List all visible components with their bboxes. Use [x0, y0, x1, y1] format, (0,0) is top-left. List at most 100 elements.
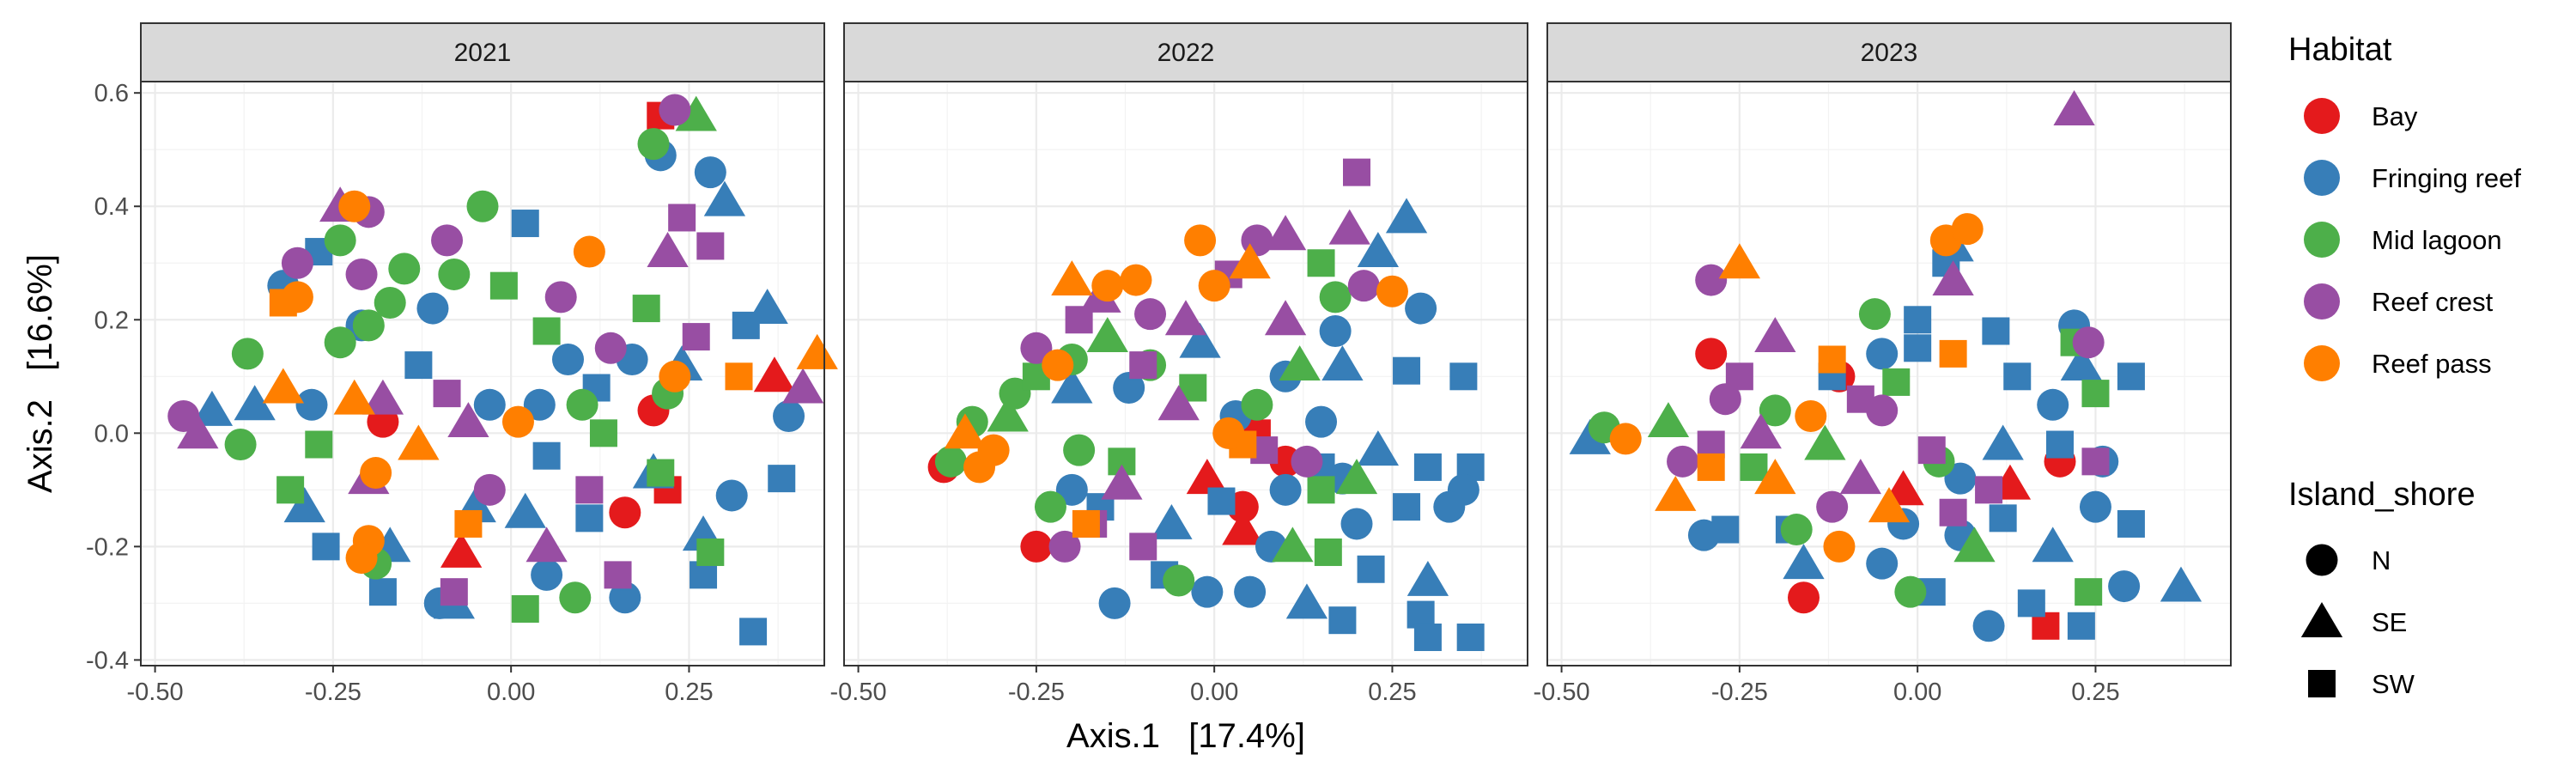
data-point [1780, 514, 1813, 546]
data-point [1385, 198, 1428, 234]
data-point [2160, 566, 2202, 602]
data-point [177, 413, 219, 449]
data-point [1285, 583, 1328, 619]
data-point [1335, 459, 1378, 495]
data-point [2117, 509, 2145, 538]
data-point [746, 289, 788, 325]
x-tick-label: -0.25 [1711, 679, 1768, 706]
legend-key [2304, 160, 2340, 196]
data-point [532, 441, 561, 470]
legend-habitat: Habitat Bay Fringing reef Mid lagoon Reef c… [2288, 32, 2521, 381]
data-point [1207, 487, 1236, 515]
data-point [987, 396, 1029, 432]
data-point [1321, 345, 1364, 381]
data-point [659, 94, 691, 126]
data-point [404, 351, 433, 380]
data-point [1319, 314, 1352, 347]
legend-label: SW [2372, 669, 2415, 699]
data-point [1151, 503, 1193, 539]
x-tick-label: 0.25 [2071, 679, 2119, 706]
data-point [2108, 570, 2141, 603]
data-point [262, 368, 304, 404]
legend-label: Mid lagoon [2372, 225, 2502, 255]
data-point [473, 473, 506, 506]
data-point [2046, 430, 2074, 459]
data-point [2003, 362, 2032, 391]
data-point [703, 180, 746, 216]
strip-2022 [843, 22, 1528, 82]
strip-2021 [140, 22, 825, 82]
legend-label: Reef crest [2372, 287, 2494, 317]
data-point [675, 95, 717, 131]
legend-label: SE [2372, 607, 2407, 637]
data-point [1091, 270, 1124, 302]
data-point [1866, 338, 1899, 370]
data-point [431, 224, 464, 257]
data-point [224, 429, 257, 461]
data-point [1882, 368, 1911, 396]
data-point [725, 362, 753, 391]
data-point [1718, 243, 1761, 279]
data-point [1866, 547, 1899, 580]
data-point [511, 210, 539, 238]
data-point [1222, 509, 1264, 545]
x-tick-label: -0.50 [127, 679, 184, 706]
data-point [531, 558, 563, 591]
y-axis: -0.4 -0.2 0.0 0.2 0.4 0.6 [86, 80, 141, 674]
data-point [1291, 445, 1323, 478]
data-point [696, 538, 725, 566]
data-point [1939, 339, 1967, 368]
legend-key [2304, 283, 2340, 320]
data-point [1229, 243, 1271, 279]
data-point [352, 309, 385, 342]
data-point [1051, 260, 1093, 296]
data-point [753, 356, 796, 393]
data-point [368, 578, 397, 606]
data-point [501, 405, 534, 438]
data-point [295, 388, 328, 421]
data-point [1858, 298, 1891, 331]
legend-title-habitat: Habitat [2288, 32, 2392, 68]
data-point [1164, 300, 1207, 336]
data-point [1823, 530, 1856, 563]
y-tick-label: -0.2 [86, 533, 129, 561]
data-point [1393, 493, 1421, 521]
data-point [1795, 400, 1827, 433]
data-point [1129, 533, 1157, 561]
data-point [1939, 498, 1967, 526]
data-point [305, 430, 333, 459]
data-point [504, 492, 546, 528]
x-ticks-2021: -0.50 -0.25 0.00 0.25 [127, 666, 714, 706]
data-point [1307, 476, 1335, 504]
data-point [2081, 447, 2110, 476]
strip-label-2021: 2021 [454, 39, 512, 67]
data-point [360, 457, 392, 490]
data-point [1816, 490, 1849, 523]
data-point [523, 388, 556, 421]
data-point [466, 190, 499, 222]
x-ticks-2022: -0.50 -0.25 0.00 0.25 [830, 666, 1417, 706]
panel-2023: 2023 -0.50 -0.25 0.00 0.25 [1534, 22, 2232, 706]
data-point [1129, 351, 1157, 380]
legend-label: Reef pass [2372, 349, 2492, 379]
data-point [2075, 578, 2103, 606]
data-point [1413, 453, 1442, 481]
data-point [1894, 575, 1927, 608]
data-point [2037, 388, 2069, 421]
data-point [1413, 623, 1442, 651]
data-point [388, 253, 421, 285]
data-point [1647, 402, 1690, 438]
data-point [659, 360, 691, 393]
data-point [283, 487, 325, 523]
data-point [433, 380, 461, 408]
data-point [1711, 515, 1740, 544]
data-point [440, 578, 468, 606]
y-tick-label: -0.4 [86, 647, 129, 674]
data-point [594, 332, 627, 364]
data-point [2117, 362, 2145, 391]
data-point [345, 258, 378, 290]
data-point [696, 232, 725, 260]
data-point [632, 295, 660, 323]
data-point [1406, 560, 1449, 596]
data-point [1972, 610, 2005, 642]
